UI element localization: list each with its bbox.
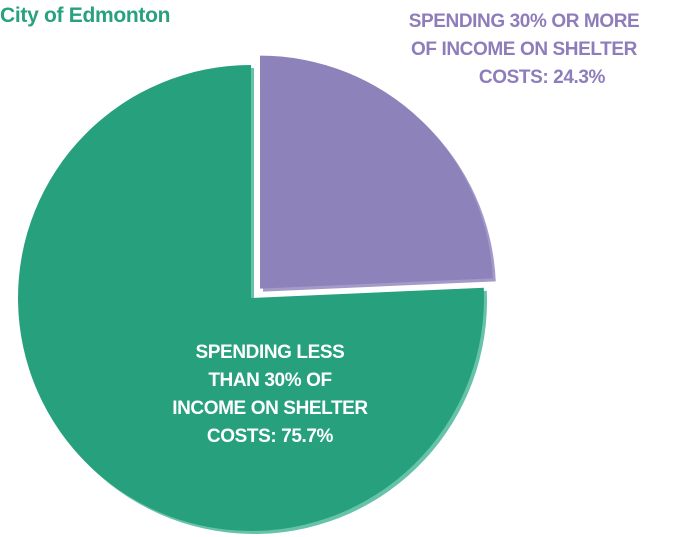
pie-slices (18, 55, 496, 534)
pie-slice-30-or-more (259, 55, 493, 289)
slice-label-line: COSTS: 75.7% (206, 426, 334, 447)
slice-label-line: COSTS: 24.3% (478, 67, 606, 88)
slice-label-less-than-30: SPENDING LESS THAN 30% OF INCOME ON SHEL… (130, 339, 410, 451)
slice-label-line: INCOME ON SHELTER (172, 398, 368, 419)
slice-label-30-or-more: SPENDING 30% OR MORE OF INCOME ON SHELTE… (376, 8, 672, 92)
pie-slice-less-than-30 (18, 65, 485, 531)
slice-label-line: SPENDING 30% OR MORE (408, 11, 640, 32)
slice-label-line: SPENDING LESS (195, 342, 345, 363)
slice-label-line: OF INCOME ON SHELTER (411, 39, 637, 60)
chart-title: City of Edmonton (0, 4, 171, 27)
slice-label-line: THAN 30% OF (208, 370, 332, 391)
